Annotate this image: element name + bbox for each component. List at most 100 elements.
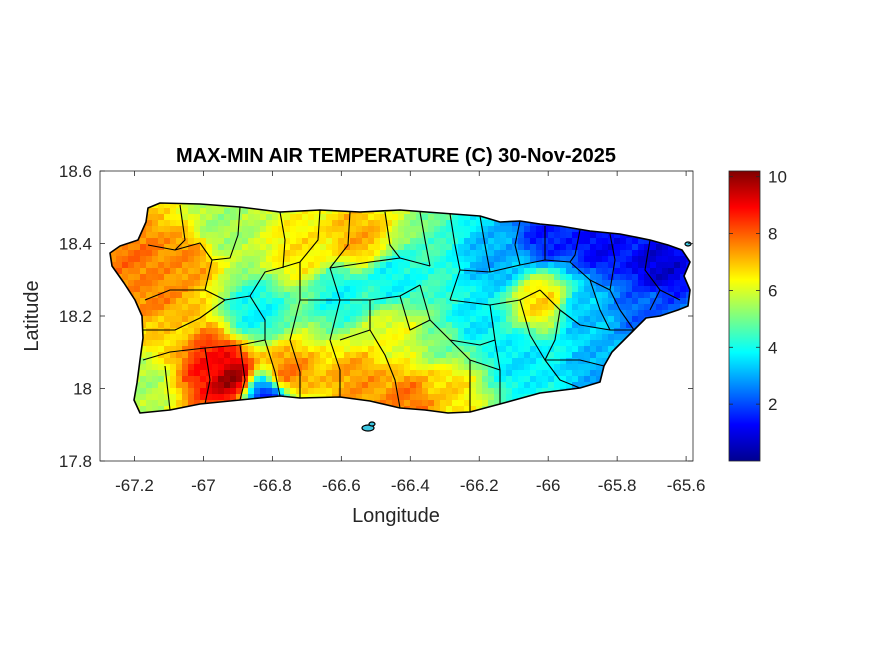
heat-cell: [278, 388, 285, 395]
heat-cell: [452, 268, 459, 275]
heat-cell: [560, 358, 567, 365]
heat-cell: [272, 322, 279, 329]
heat-cell: [518, 358, 525, 365]
heat-cell: [446, 238, 453, 245]
heat-cell: [296, 358, 303, 365]
heat-cell: [482, 346, 489, 353]
heat-cell: [374, 346, 381, 353]
heat-cell: [620, 298, 627, 305]
heat-cell: [494, 268, 501, 275]
heat-cell: [182, 274, 189, 281]
heat-cell: [356, 220, 363, 227]
heat-cell: [266, 250, 273, 257]
heat-cell: [260, 382, 267, 389]
heat-cell: [404, 376, 411, 383]
heat-cell: [404, 388, 411, 395]
heat-cell: [260, 352, 267, 359]
heat-cell: [320, 214, 327, 221]
heat-cell: [620, 268, 627, 275]
heat-cell: [296, 316, 303, 323]
heat-cell: [380, 382, 387, 389]
heat-cell: [464, 316, 471, 323]
heat-cell: [626, 316, 633, 323]
heat-cell: [200, 298, 207, 305]
heat-cell: [524, 364, 531, 371]
heat-cell: [668, 304, 675, 311]
heat-cell: [668, 274, 675, 281]
heat-cell: [176, 334, 183, 341]
heat-cell: [566, 298, 573, 305]
heat-cell: [602, 310, 609, 317]
heat-cell: [398, 256, 405, 263]
heat-cell: [140, 274, 147, 281]
heat-cell: [638, 250, 645, 257]
heat-cell: [680, 256, 687, 263]
heat-cell: [524, 256, 531, 263]
heat-cell: [326, 388, 333, 395]
heat-cell: [392, 370, 399, 377]
heat-cell: [332, 310, 339, 317]
heat-cell: [230, 208, 237, 215]
heat-cell: [686, 292, 690, 299]
heat-cell: [308, 340, 315, 347]
heat-cell: [542, 274, 549, 281]
heat-cell: [446, 400, 453, 407]
heat-cell: [230, 352, 237, 359]
heat-cell: [476, 244, 483, 251]
heat-cell: [326, 304, 333, 311]
heat-cell: [434, 316, 441, 323]
heat-cell: [368, 376, 375, 383]
heat-cell: [224, 244, 231, 251]
heat-cell: [218, 394, 225, 401]
heat-cell: [596, 292, 603, 299]
heat-cell: [254, 262, 261, 269]
heat-cell: [404, 280, 411, 287]
heat-cell: [224, 292, 231, 299]
heat-cell: [512, 286, 519, 293]
municipality-boundary: [299, 209, 321, 263]
heat-cell: [464, 352, 471, 359]
heat-cell: [296, 268, 303, 275]
heat-cell: [278, 322, 285, 329]
heat-cell: [242, 310, 249, 317]
heat-cell: [356, 370, 363, 377]
heat-cell: [188, 352, 195, 359]
heat-cell: [218, 358, 225, 365]
heat-cell: [452, 274, 459, 281]
heat-cell: [464, 406, 471, 413]
heat-cell: [356, 298, 363, 305]
heat-cell: [170, 304, 177, 311]
heat-cell: [200, 256, 207, 263]
heat-cell: [446, 310, 453, 317]
heat-cell: [488, 250, 495, 257]
heat-cell: [410, 292, 417, 299]
heat-cell: [320, 310, 327, 317]
heat-cell: [440, 406, 447, 413]
heat-cell: [188, 250, 195, 257]
heat-cell: [644, 286, 651, 293]
heat-cell: [500, 304, 507, 311]
heat-cell: [572, 364, 579, 371]
heat-cell: [344, 250, 351, 257]
heat-cell: [386, 370, 393, 377]
heat-cell: [224, 334, 231, 341]
heat-cell: [422, 304, 429, 311]
heat-cell: [464, 364, 471, 371]
heat-cell: [236, 382, 243, 389]
heat-cell: [296, 286, 303, 293]
heat-cell: [428, 400, 435, 407]
municipality-boundary: [384, 211, 401, 259]
heat-cell: [584, 334, 591, 341]
heat-cell: [296, 310, 303, 317]
heat-cell: [248, 328, 255, 335]
heat-cell: [566, 322, 573, 329]
heat-cell: [398, 268, 405, 275]
heat-cell: [272, 226, 279, 233]
heat-cell: [164, 262, 171, 269]
heat-cell: [488, 346, 495, 353]
heat-cell: [140, 280, 147, 287]
heat-cell: [302, 262, 309, 269]
heat-cell: [548, 292, 555, 299]
heat-cell: [254, 316, 261, 323]
heat-cell: [332, 286, 339, 293]
